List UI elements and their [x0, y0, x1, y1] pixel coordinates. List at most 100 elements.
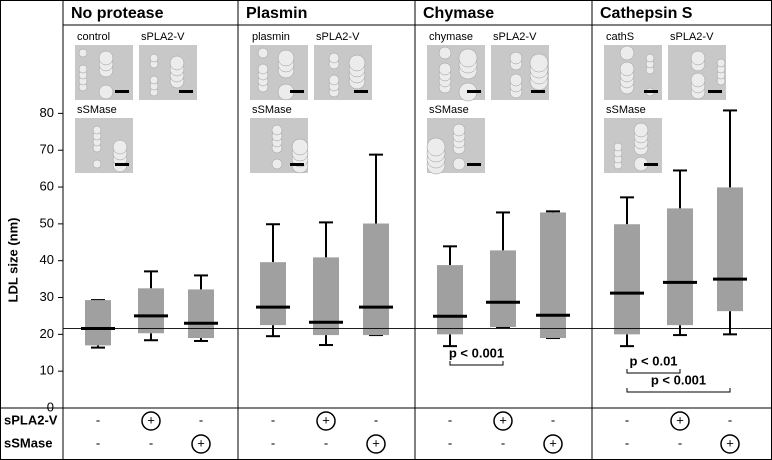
particle	[78, 64, 88, 74]
y-tick-label: 40	[40, 252, 54, 267]
particle	[328, 74, 340, 86]
treatment-mark: -	[199, 412, 203, 427]
box	[260, 262, 286, 326]
treatment-mark: -	[551, 412, 555, 427]
treatment-mark: +	[726, 435, 734, 450]
box	[138, 288, 164, 334]
image-label: sSMase	[252, 104, 292, 116]
box	[363, 223, 389, 336]
particle	[271, 158, 283, 170]
box	[717, 187, 743, 312]
particle	[438, 46, 452, 60]
scale-bar	[644, 163, 658, 166]
treatment-mark: -	[448, 435, 452, 450]
treatment-circle	[720, 434, 740, 454]
particle	[509, 51, 523, 65]
treatment-mark: -	[324, 435, 328, 450]
scale-bar	[179, 90, 193, 93]
box	[614, 224, 640, 335]
image-label: sPLA2-V	[493, 31, 537, 43]
treatment-mark: -	[271, 435, 275, 450]
particle	[716, 58, 726, 68]
treatment-mark: +	[197, 435, 205, 450]
treatment-label: sPLA2-V	[4, 412, 58, 427]
treatment-circle	[493, 411, 513, 431]
panel-title: Plasmin	[246, 5, 307, 22]
particle	[92, 159, 102, 169]
particle	[98, 50, 114, 66]
particle	[529, 53, 549, 73]
treatment-mark: -	[374, 412, 378, 427]
particle	[690, 50, 706, 66]
y-tick-label: 0	[47, 399, 54, 414]
particle	[98, 84, 114, 100]
panel-title: Chymase	[423, 5, 494, 22]
box	[490, 250, 516, 327]
particle	[257, 47, 269, 59]
treatment-mark: -	[728, 412, 732, 427]
treatment-mark: +	[147, 412, 155, 427]
scale-bar	[290, 90, 304, 93]
particle	[509, 73, 523, 87]
treatment-mark: +	[322, 412, 330, 427]
y-tick-label: 10	[40, 363, 54, 378]
image-label: sSMase	[606, 104, 646, 116]
particle	[149, 75, 159, 85]
box	[188, 289, 214, 339]
scale-bar	[708, 90, 722, 93]
particle	[277, 49, 295, 67]
bracket	[626, 388, 731, 393]
p-value: p < 0.001	[651, 372, 706, 387]
treatment-mark: -	[501, 435, 505, 450]
image-label: cathS	[606, 31, 634, 43]
particle	[619, 61, 635, 77]
treatment-mark: -	[96, 435, 100, 450]
particle	[78, 48, 88, 58]
treatment-mark: +	[372, 435, 380, 450]
scale-bar	[531, 90, 545, 93]
particle	[633, 122, 649, 138]
y-tick-label: 60	[40, 178, 54, 193]
image-label: plasmin	[252, 31, 290, 43]
box	[437, 265, 463, 335]
y-tick-label: 80	[40, 105, 54, 120]
image-label: sSMase	[429, 104, 469, 116]
treatment-circle	[316, 411, 336, 431]
y-tick-label: 50	[40, 215, 54, 230]
panel-title: Cathepsin S	[600, 5, 693, 22]
treatment-mark: -	[625, 412, 629, 427]
treatment-mark: +	[549, 435, 557, 450]
particle	[452, 157, 466, 171]
particle	[458, 48, 478, 68]
particle	[328, 52, 340, 64]
particle	[426, 137, 446, 157]
particle	[271, 124, 283, 136]
treatment-mark: -	[271, 412, 275, 427]
scale-bar	[115, 163, 129, 166]
particle	[112, 139, 128, 155]
panel-title: No protease	[71, 5, 164, 22]
treatment-mark: -	[448, 412, 452, 427]
image-label: sSMase	[77, 104, 117, 116]
p-value: p < 0.01	[629, 353, 677, 368]
particle	[291, 138, 309, 156]
treatment-mark: -	[96, 412, 100, 427]
scale-bar	[467, 163, 481, 166]
y-tick-label: 20	[40, 326, 54, 341]
treatment-mark: -	[149, 435, 153, 450]
y-tick-label: 70	[40, 142, 54, 157]
image-label: sPLA2-V	[141, 31, 185, 43]
image-label: sPLA2-V	[316, 31, 360, 43]
treatment-mark: +	[676, 412, 684, 427]
treatment-circle	[670, 411, 690, 431]
particle	[690, 72, 706, 88]
treatment-circle	[141, 411, 161, 431]
particle	[257, 63, 269, 75]
image-label: control	[77, 31, 110, 43]
particle	[438, 62, 452, 76]
particle	[348, 54, 366, 72]
treatment-circle	[543, 434, 563, 454]
scale-bar	[644, 90, 658, 93]
particle	[452, 123, 466, 137]
